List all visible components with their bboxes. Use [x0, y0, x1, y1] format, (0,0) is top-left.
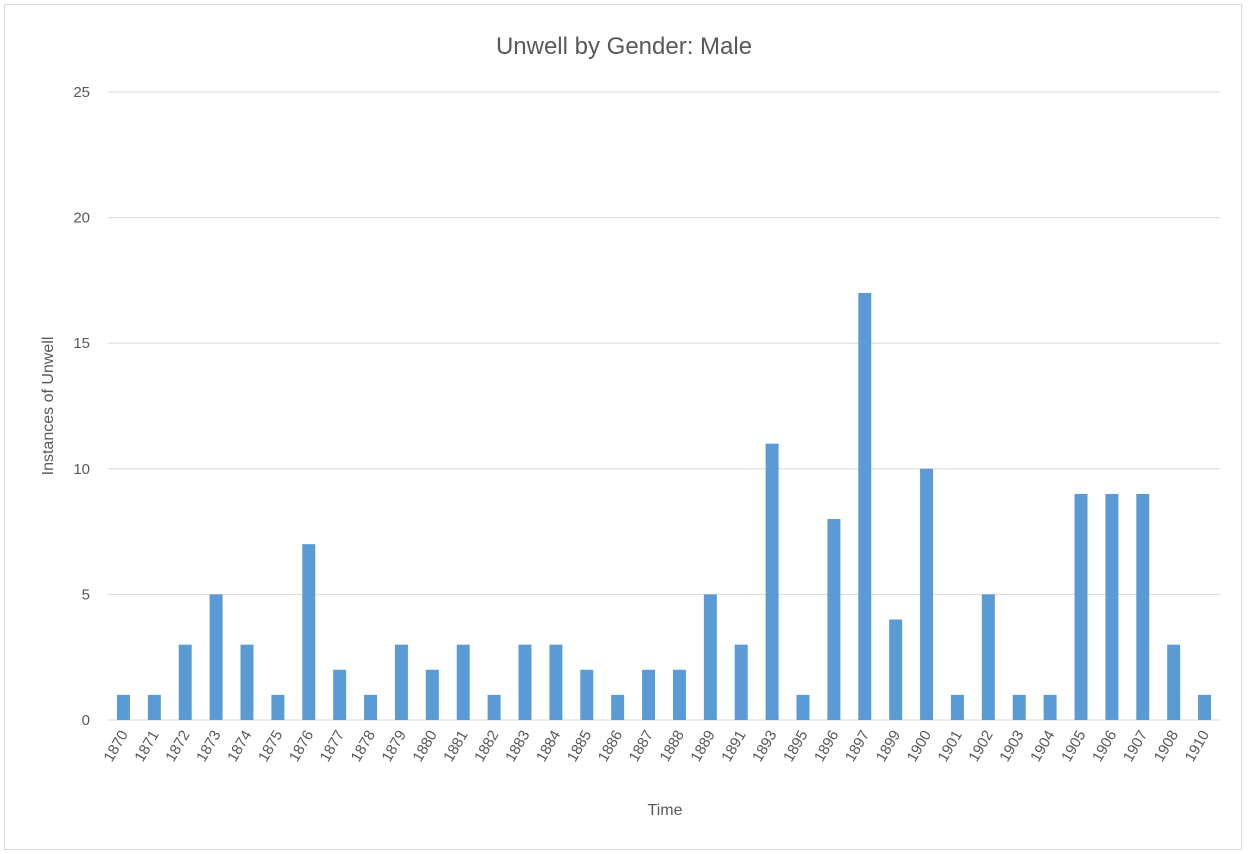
bar-1871 — [147, 694, 161, 720]
x-axis-title: Time — [648, 802, 683, 819]
x-tick-label: 1883 — [502, 728, 533, 765]
x-tick-label: 1903 — [996, 728, 1027, 765]
bar-1881 — [456, 644, 470, 720]
x-tick-label: 1906 — [1089, 728, 1120, 765]
x-tick-label: 1878 — [348, 728, 379, 765]
x-tick-label: 1885 — [564, 728, 595, 765]
bar-1888 — [672, 669, 686, 720]
bar-1877 — [333, 669, 347, 720]
bar-1895 — [796, 694, 810, 720]
x-tick-label: 1908 — [1151, 728, 1182, 765]
x-tick-label: 1877 — [317, 728, 348, 765]
x-tick-label: 1902 — [965, 728, 996, 765]
bar-1889 — [703, 594, 717, 720]
x-tick-label: 1899 — [873, 728, 904, 765]
bar-1891 — [734, 644, 748, 720]
x-tick-label: 1873 — [193, 728, 224, 765]
x-tick-label: 1895 — [780, 728, 811, 765]
bar-1875 — [271, 694, 285, 720]
bar-1900 — [920, 468, 934, 720]
x-axis-ticks: 1870 1871 1872 1873 1874 1875 1876 1877 1878 1879… — [100, 728, 1213, 765]
bar-1901 — [950, 694, 964, 720]
bar-1876 — [302, 544, 316, 720]
x-tick-label: 1900 — [904, 728, 935, 765]
bar-1905 — [1074, 493, 1088, 720]
y-tick-label: 25 — [73, 84, 90, 101]
x-tick-label: 1874 — [224, 728, 255, 765]
x-tick-label: 1882 — [471, 728, 502, 765]
bar-1885 — [580, 669, 594, 720]
x-tick-label: 1880 — [409, 728, 440, 765]
bar-1903 — [1012, 694, 1026, 720]
y-axis-title: Instances of Unwell — [40, 337, 57, 476]
bar-1910 — [1198, 694, 1212, 720]
y-tick-label: 10 — [73, 461, 90, 478]
x-tick-label: 1901 — [934, 728, 965, 765]
x-tick-label: 1889 — [687, 728, 718, 765]
bar-1908 — [1167, 644, 1181, 720]
bar-1880 — [425, 669, 439, 720]
bar-1899 — [889, 619, 903, 720]
bar-1887 — [642, 669, 656, 720]
bar-1883 — [518, 644, 532, 720]
y-tick-label: 15 — [73, 335, 90, 352]
x-tick-label: 1887 — [626, 728, 657, 765]
y-tick-label: 20 — [73, 210, 90, 227]
x-tick-label: 1876 — [286, 728, 317, 765]
bar-1896 — [827, 519, 841, 720]
x-tick-label: 1888 — [656, 728, 687, 765]
x-tick-label: 1875 — [255, 728, 286, 765]
bar-1904 — [1043, 694, 1057, 720]
bar-1873 — [209, 594, 223, 720]
x-tick-label: 1897 — [842, 728, 873, 765]
x-tick-label: 1872 — [162, 728, 193, 765]
bar-1879 — [394, 644, 408, 720]
x-tick-label: 1884 — [533, 728, 564, 765]
x-tick-label: 1893 — [749, 728, 780, 765]
bar-1907 — [1136, 493, 1150, 720]
bar-1874 — [240, 644, 254, 720]
bar-1884 — [549, 644, 563, 720]
y-tick-label: 0 — [82, 712, 90, 729]
y-tick-label: 5 — [82, 586, 90, 603]
bar-1878 — [364, 694, 378, 720]
x-tick-label: 1910 — [1182, 728, 1213, 765]
x-tick-label: 1896 — [811, 728, 842, 765]
bar-1872 — [178, 644, 192, 720]
x-tick-label: 1870 — [100, 728, 131, 765]
x-tick-label: 1907 — [1120, 728, 1151, 765]
x-tick-label: 1904 — [1027, 728, 1058, 765]
bar-1882 — [487, 694, 501, 720]
bar-1893 — [765, 443, 779, 720]
gridlines — [108, 91, 1220, 721]
x-tick-label: 1881 — [440, 728, 471, 765]
bar-1902 — [981, 594, 995, 720]
x-tick-label: 1891 — [718, 728, 749, 765]
bar-1897 — [858, 292, 872, 720]
x-tick-label: 1886 — [595, 728, 626, 765]
bar-1870 — [116, 694, 130, 720]
bar-1886 — [611, 694, 625, 720]
x-tick-label: 1871 — [131, 728, 162, 765]
x-tick-label: 1879 — [378, 728, 409, 765]
bar-series — [116, 292, 1212, 720]
x-tick-label: 1905 — [1058, 728, 1089, 765]
chart-title: Unwell by Gender: Male — [496, 33, 752, 60]
y-axis-ticks: 0 5 10 15 20 25 — [73, 84, 90, 729]
bar-1906 — [1105, 493, 1119, 720]
